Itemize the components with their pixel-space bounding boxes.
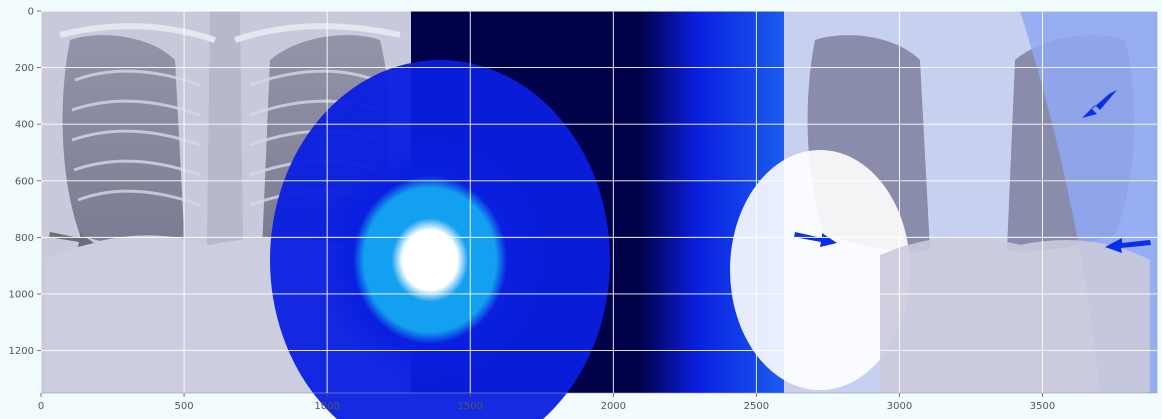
clavicles: [59, 23, 401, 43]
x-tick-label: 0: [38, 401, 44, 412]
y-tick-label: 600: [15, 176, 34, 187]
x-tick-label: 2500: [744, 401, 769, 412]
plot-area: [40, 10, 1158, 419]
x-tick-label: 500: [175, 401, 194, 412]
y-tick-label: 400: [15, 120, 34, 131]
blue-arrow-icon: [1105, 238, 1151, 253]
overlay-diaphragm: [880, 237, 1150, 393]
blue-arrow-icon: [794, 232, 837, 247]
y-tick-label: 200: [15, 63, 34, 74]
y-axis: 0 200 400 600 800 1000 1200: [9, 7, 41, 357]
overlay-panel: [730, 11, 1157, 393]
y-tick-label: 1000: [9, 289, 34, 300]
blue-arrow-icon: [1082, 90, 1117, 118]
left-lung: [62, 35, 185, 252]
x-tick-label: 2000: [601, 401, 626, 412]
x-tick-label: 3000: [887, 401, 912, 412]
y-tick-label: 1200: [9, 346, 34, 357]
y-tick-label: 800: [15, 233, 34, 244]
x-tick-label: 1500: [458, 401, 483, 412]
grid: [40, 10, 1157, 393]
x-tick-label: 1000: [314, 401, 339, 412]
gray-arrow-icon: [49, 232, 94, 247]
x-axis: 0 500 1000 1500 2000 2500 3000 3500: [38, 393, 1055, 412]
x-tick-label: 3500: [1030, 401, 1055, 412]
heatmap-panel: [270, 11, 784, 419]
heatmap-hotspot: [320, 140, 540, 380]
overlay-hotspot: [730, 150, 910, 390]
y-tick-label: 0: [28, 7, 34, 18]
